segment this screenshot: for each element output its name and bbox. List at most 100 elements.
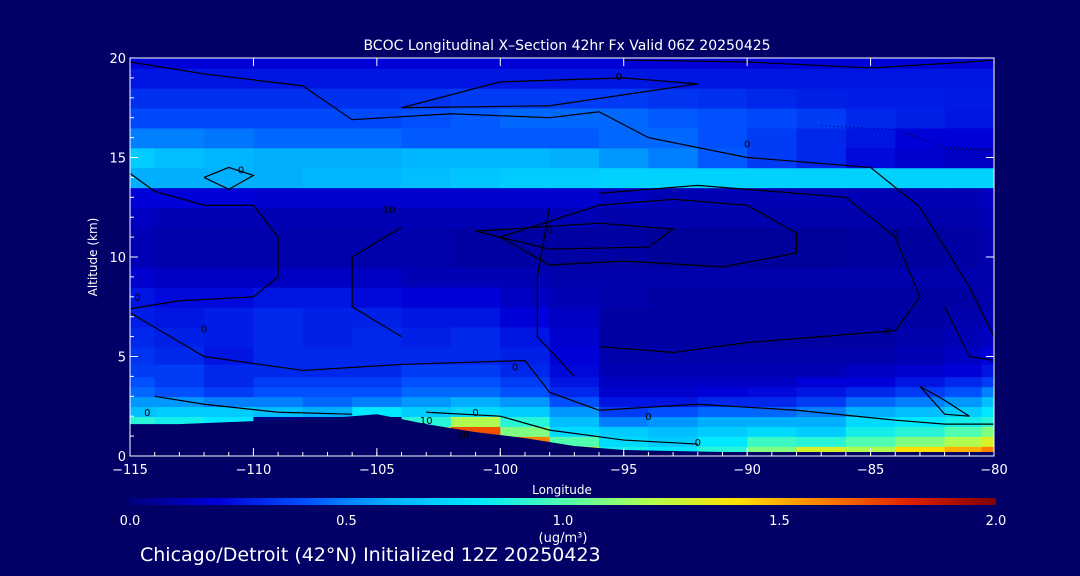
heatmap-cell [154, 67, 205, 89]
heatmap-cell [944, 107, 983, 129]
heatmap-cell [549, 87, 600, 109]
heatmap-cell [796, 87, 847, 109]
heatmap-cell [253, 306, 304, 328]
heatmap-cell [154, 187, 205, 209]
heatmap-cell [549, 346, 600, 365]
contour-line [919, 385, 970, 417]
heatmap-cell [845, 127, 897, 149]
heatmap-cell [549, 67, 600, 89]
heatmap-cell [204, 386, 255, 398]
heatmap-cell [747, 386, 798, 398]
heatmap-cell [944, 376, 983, 388]
heatmap-cell [845, 363, 897, 378]
heatmap-cell [204, 306, 255, 328]
heatmap-cell [154, 346, 205, 365]
heatmap-cell [845, 167, 897, 189]
heatmap-cell [697, 247, 748, 268]
contour-line [130, 61, 994, 337]
heatmap-cell [352, 286, 403, 308]
heatmap-cell [599, 127, 650, 149]
heatmap-cell [500, 87, 551, 109]
heatmap-cell [154, 87, 205, 109]
heatmap-cell [895, 127, 946, 149]
heatmap-cell [500, 67, 551, 89]
heatmap-cell [648, 363, 699, 378]
heatmap-cell [450, 187, 502, 209]
contour-label: 0 [472, 408, 478, 419]
heatmap-cell [845, 227, 897, 248]
heatmap-cell [500, 346, 551, 365]
heatmap-cell [895, 266, 946, 288]
x-tick-label: −115 [112, 463, 148, 478]
heatmap-cell [500, 266, 551, 288]
heatmap-cell [253, 127, 304, 149]
heatmap-cell [944, 446, 983, 456]
heatmap-cell [401, 286, 452, 308]
heatmap-cell [154, 386, 205, 398]
contour-label: 0 [695, 438, 701, 449]
heatmap-cell [302, 306, 353, 328]
heatmap-cell [981, 426, 994, 437]
heatmap-cell [747, 306, 798, 328]
heatmap-cell [204, 406, 255, 417]
heatmap-cell [253, 386, 304, 398]
contour-line [475, 222, 675, 250]
heatmap-cell [895, 107, 946, 129]
colorbar-ticks: 0.0 0.5 1.0 1.5 2.0 [120, 514, 1007, 529]
heatmap-cell [302, 58, 353, 69]
heatmap-cell [401, 326, 452, 348]
heatmap-cell [204, 326, 255, 348]
colorbar-tick-label: 2.0 [986, 514, 1007, 529]
heatmap-cell [302, 207, 353, 228]
heatmap-cell [302, 227, 353, 248]
heatmap-cell [204, 266, 255, 288]
heatmap-cell [944, 187, 983, 209]
heatmap-cell [796, 406, 847, 417]
heatmap-cell [130, 266, 156, 288]
heatmap-cell [130, 207, 156, 228]
heatmap-cell [204, 187, 255, 209]
heatmap-cell [648, 227, 699, 248]
heatmap-cell [796, 227, 847, 248]
colorbar-tick-label: 1.5 [769, 514, 790, 529]
heatmap-cell [599, 266, 650, 288]
heatmap-cell [697, 107, 748, 129]
heatmap-cell [302, 386, 353, 398]
heatmap-cell [747, 227, 798, 248]
heatmap-cell [450, 167, 502, 189]
heatmap-cell [549, 167, 600, 189]
heatmap-cell [352, 346, 403, 365]
heatmap-cell [130, 326, 156, 348]
heatmap-cell [450, 416, 502, 427]
heatmap-cell [450, 87, 502, 109]
heatmap-cell [450, 247, 502, 268]
heatmap-cell [352, 187, 403, 209]
heatmap-cell [204, 363, 255, 378]
x-tick-label: −90 [733, 463, 760, 478]
heatmap-cell [204, 396, 255, 408]
heatmap-cell [549, 436, 600, 447]
heatmap-cell [981, 386, 994, 398]
heatmap-cell [895, 207, 946, 228]
heatmap-cell [747, 107, 798, 129]
heatmap-cell [981, 67, 994, 89]
heatmap-cell [352, 376, 403, 388]
heatmap-cell [450, 386, 502, 398]
contour-label: 0 [645, 412, 651, 423]
heatmap-cell [895, 147, 946, 169]
x-tick-label: −80 [980, 463, 1007, 478]
contour-line [944, 306, 994, 362]
heatmap-cell [253, 396, 304, 408]
heatmap-cell [747, 376, 798, 388]
heatmap-cell [845, 346, 897, 365]
heatmap-cell [352, 266, 403, 288]
heatmap-cell [500, 363, 551, 378]
heatmap-cell [895, 386, 946, 398]
heatmap-cell [697, 207, 748, 228]
heatmap-cell [500, 406, 551, 417]
heatmap-cell [352, 167, 403, 189]
heatmap-cell [697, 147, 748, 169]
heatmap-cell [352, 67, 403, 89]
heatmap-cell [302, 87, 353, 109]
